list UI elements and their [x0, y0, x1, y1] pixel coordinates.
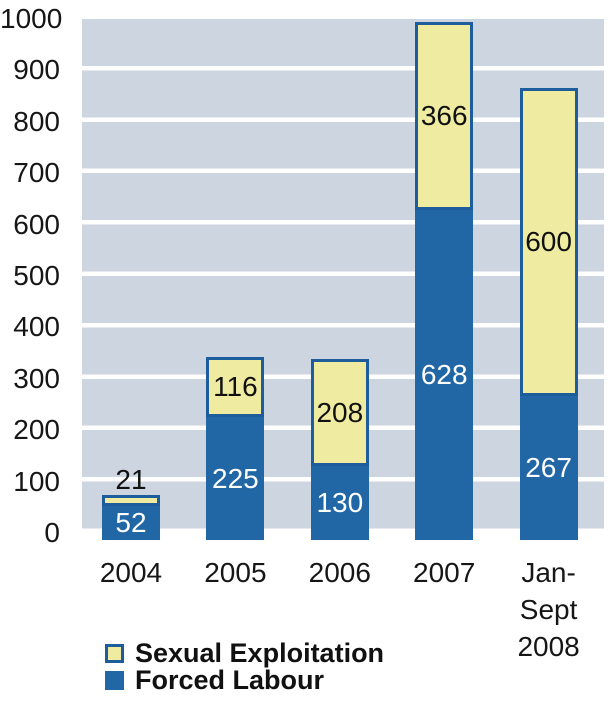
segment-forced-labour: 52	[102, 506, 160, 540]
segment-sexual-exploitation: 116	[206, 357, 265, 417]
legend-item-sexual-exploitation: Sexual Exploitation	[105, 638, 385, 668]
y-axis-tick-label: 700	[13, 157, 60, 189]
y-axis-tick-label: 100	[13, 465, 60, 497]
segment-sexual-exploitation	[102, 495, 160, 506]
y-axis: 0 100 200 300 400 500 600 700 800 900 1000	[0, 0, 62, 560]
y-axis-tick-label: 800	[13, 105, 60, 137]
y-axis-tick-label: 900	[13, 54, 60, 86]
chart-legend: Sexual Exploitation Forced Labour	[105, 638, 385, 695]
y-axis-tick-label: 400	[13, 311, 60, 343]
y-axis-tick-label: 1000	[0, 3, 63, 34]
value-label-outside: 21	[115, 464, 147, 495]
segment-sexual-exploitation: 208	[310, 359, 369, 466]
legend-label-sexual-exploitation: Sexual Exploitation	[135, 638, 385, 668]
segment-forced-labour: 267	[519, 396, 578, 540]
y-axis-tick-label: 300	[13, 362, 60, 394]
x-axis-category-label: 2004	[99, 557, 163, 588]
legend-swatch-forced-labour-icon	[105, 670, 124, 690]
segment-forced-labour: 130	[310, 466, 369, 540]
x-axis-category-label: 2006	[308, 557, 371, 588]
legend-label-forced-labour: Forced Labour	[135, 665, 325, 695]
segment-forced-labour: 628	[415, 210, 474, 540]
y-axis-tick-label: 200	[13, 414, 60, 446]
x-axis-category-label: 2007	[413, 557, 476, 588]
y-axis-tick-label: 500	[13, 260, 60, 291]
x-axis-category-label: 2005	[204, 557, 267, 588]
legend-swatch-sexual-exploitation-icon	[105, 643, 124, 663]
stacked-bar-2006: 208 130	[310, 359, 369, 540]
segment-sexual-exploitation: 600	[519, 88, 578, 396]
stacked-bar-2004: 21 52	[102, 464, 160, 540]
stacked-bar-2005: 116 225	[206, 357, 265, 540]
stacked-bar-2007: 366 628	[415, 22, 474, 540]
y-axis-tick-label: 0	[44, 517, 60, 548]
x-axis-category-label: Jan- Sept 2008	[517, 557, 580, 662]
bars-layer: 21 52 116 225 208 130 366 628 600 267	[82, 19, 604, 540]
y-axis-tick-label: 600	[13, 208, 60, 240]
segment-forced-labour: 225	[206, 417, 265, 540]
plot-area: 21 52 116 225 208 130 366 628 600 267	[82, 19, 604, 540]
legend-item-forced-labour: Forced Labour	[105, 665, 384, 695]
segment-sexual-exploitation: 366	[415, 22, 474, 210]
stacked-bar-jan-sept-2008: 600 267	[519, 88, 578, 540]
